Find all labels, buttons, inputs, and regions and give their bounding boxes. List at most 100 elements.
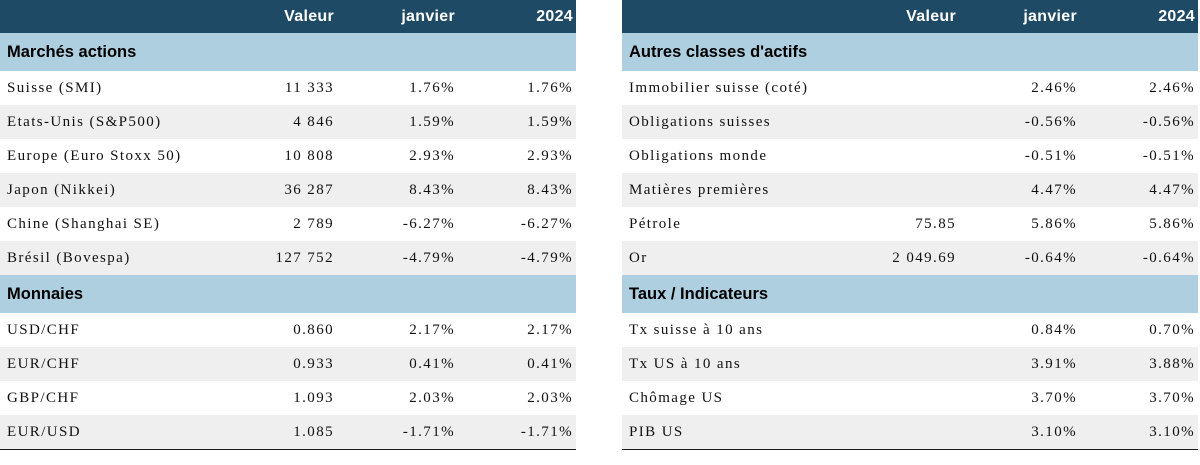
table-row: Obligations monde -0.51% -0.51% — [622, 139, 1198, 173]
ytd-change: 1.76% — [527, 79, 573, 96]
january-change: 1.59% — [409, 113, 455, 130]
ytd-change: 0.70% — [1149, 321, 1195, 338]
header-janvier: janvier — [1023, 7, 1077, 25]
section-body: Taux / Indicateurs Tx suisse à 10 ans 0.84… — [622, 275, 1198, 449]
other-assets-rates-table: Valeur janvier 2024 Autres classes d'act… — [622, 0, 1198, 450]
january-change: -0.64% — [1024, 249, 1077, 266]
january-change: -0.51% — [1024, 147, 1077, 164]
asset-name: Tx suisse à 10 ans — [629, 321, 764, 338]
january-change: 1.76% — [409, 79, 455, 96]
ytd-change: 5.86% — [1149, 215, 1195, 232]
january-change: 5.86% — [1031, 215, 1077, 232]
asset-name: Matières premières — [629, 181, 770, 198]
asset-name: EUR/CHF — [7, 355, 81, 372]
ytd-change: 2.03% — [527, 389, 573, 406]
asset-name: GBP/CHF — [7, 389, 80, 406]
asset-name: Europe (Euro Stoxx 50) — [7, 147, 182, 164]
section-title: Monnaies — [0, 275, 576, 313]
table-row: Tx US à 10 ans 3.91% 3.88% — [622, 347, 1198, 381]
january-change: -4.79% — [402, 249, 455, 266]
header-valeur: Valeur — [906, 7, 956, 25]
asset-name: EUR/USD — [7, 423, 81, 440]
value-cell: 2 049.69 — [892, 249, 956, 266]
january-change: 2.17% — [409, 321, 455, 338]
asset-name: Obligations suisses — [629, 113, 772, 130]
section-body: Marchés actions Suisse (SMI) 11 333 1.76% 1.… — [0, 33, 576, 275]
january-change: 8.43% — [409, 181, 455, 198]
value-cell: 1.085 — [293, 423, 334, 440]
january-change: 2.03% — [409, 389, 455, 406]
ytd-change: -0.51% — [1142, 147, 1195, 164]
table-header: Valeur janvier 2024 — [0, 0, 576, 33]
asset-name: Chômage US — [629, 389, 724, 406]
header-ytd: 2024 — [1158, 7, 1195, 25]
ytd-change: 1.59% — [527, 113, 573, 130]
value-cell: 127 752 — [275, 249, 334, 266]
header-janvier: janvier — [401, 7, 455, 25]
header-valeur: Valeur — [284, 7, 334, 25]
table-row: Suisse (SMI) 11 333 1.76% 1.76% — [0, 71, 576, 105]
january-change: -1.71% — [402, 423, 455, 440]
table-row: Europe (Euro Stoxx 50) 10 808 2.93% 2.93% — [0, 139, 576, 173]
january-change: 0.41% — [409, 355, 455, 372]
value-cell: 10 808 — [284, 147, 334, 164]
asset-name: Immobilier suisse (coté) — [629, 79, 809, 96]
table-row: Japon (Nikkei) 36 287 8.43% 8.43% — [0, 173, 576, 207]
january-change: 3.91% — [1031, 355, 1077, 372]
january-change: 2.93% — [409, 147, 455, 164]
asset-name: Japon (Nikkei) — [7, 181, 117, 198]
section-title: Autres classes d'actifs — [622, 33, 1198, 71]
value-cell: 1.093 — [293, 389, 334, 406]
value-cell: 4 846 — [293, 113, 334, 130]
section-body: Monnaies USD/CHF 0.860 2.17% 2.17% EUR/CHF 0.9… — [0, 275, 576, 449]
table-row: EUR/CHF 0.933 0.41% 0.41% — [0, 347, 576, 381]
section-title: Marchés actions — [0, 33, 576, 71]
ytd-change: -0.64% — [1142, 249, 1195, 266]
equities-currencies-table: Valeur janvier 2024 Marchés actions Suiss… — [0, 0, 576, 450]
january-change: 4.47% — [1031, 181, 1077, 198]
table-row: PIB US 3.10% 3.10% — [622, 415, 1198, 449]
january-change: 3.10% — [1031, 423, 1077, 440]
ytd-change: -4.79% — [520, 249, 573, 266]
asset-name: Brésil (Bovespa) — [7, 249, 131, 266]
table-row: Brésil (Bovespa) 127 752 -4.79% -4.79% — [0, 241, 576, 275]
ytd-change: 4.47% — [1149, 181, 1195, 198]
ytd-change: 3.10% — [1149, 423, 1195, 440]
table-row: Matières premières 4.47% 4.47% — [622, 173, 1198, 207]
section-body: Autres classes d'actifs Immobilier suisse… — [622, 33, 1198, 275]
table-row: Chômage US 3.70% 3.70% — [622, 381, 1198, 415]
table-row: Pétrole 75.85 5.86% 5.86% — [622, 207, 1198, 241]
table-row: Etats-Unis (S&P500) 4 846 1.59% 1.59% — [0, 105, 576, 139]
ytd-change: -6.27% — [520, 215, 573, 232]
ytd-change: 0.41% — [527, 355, 573, 372]
ytd-change: 3.88% — [1149, 355, 1195, 372]
asset-name: USD/CHF — [7, 321, 81, 338]
asset-name: PIB US — [629, 423, 684, 440]
value-cell: 36 287 — [284, 181, 334, 198]
value-cell: 11 333 — [284, 79, 334, 96]
table-row: Tx suisse à 10 ans 0.84% 0.70% — [622, 313, 1198, 347]
value-cell: 0.860 — [293, 321, 334, 338]
value-cell: 75.85 — [915, 215, 956, 232]
asset-name: Etats-Unis (S&P500) — [7, 113, 162, 130]
ytd-change: 8.43% — [527, 181, 573, 198]
value-cell: 2 789 — [293, 215, 334, 232]
table-row: Immobilier suisse (coté) 2.46% 2.46% — [622, 71, 1198, 105]
table-row: EUR/USD 1.085 -1.71% -1.71% — [0, 415, 576, 449]
ytd-change: 2.46% — [1149, 79, 1195, 96]
ytd-change: -1.71% — [520, 423, 573, 440]
asset-name: Obligations monde — [629, 147, 768, 164]
section-title: Taux / Indicateurs — [622, 275, 1198, 313]
ytd-change: 3.70% — [1149, 389, 1195, 406]
january-change: -0.56% — [1024, 113, 1077, 130]
ytd-change: 2.17% — [527, 321, 573, 338]
table-row: USD/CHF 0.860 2.17% 2.17% — [0, 313, 576, 347]
january-change: -6.27% — [402, 215, 455, 232]
table-row: Obligations suisses -0.56% -0.56% — [622, 105, 1198, 139]
table-row: Or 2 049.69 -0.64% -0.64% — [622, 241, 1198, 275]
value-cell: 0.933 — [293, 355, 334, 372]
ytd-change: -0.56% — [1142, 113, 1195, 130]
asset-name: Or — [629, 249, 648, 266]
january-change: 0.84% — [1031, 321, 1077, 338]
january-change: 2.46% — [1031, 79, 1077, 96]
